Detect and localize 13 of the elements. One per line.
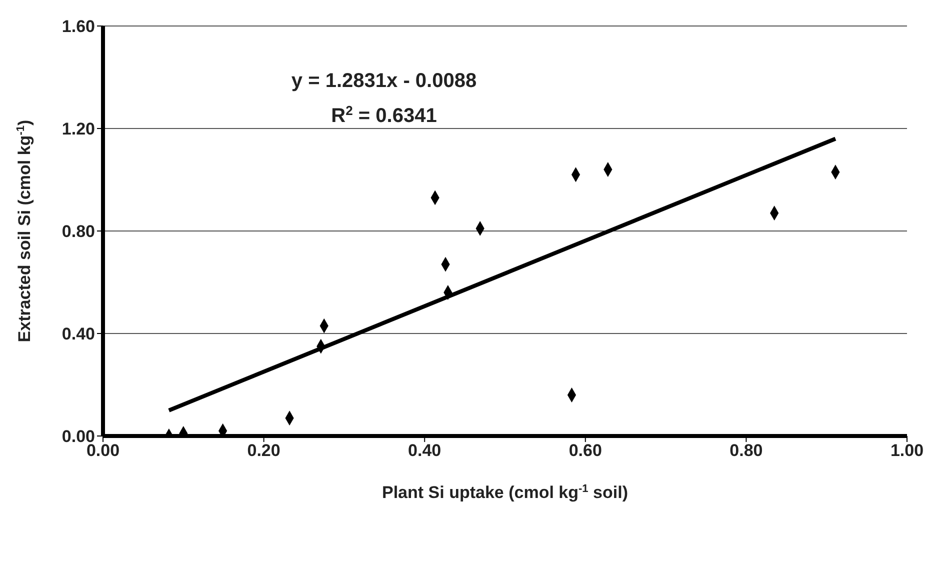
x-axis-title: Plant Si uptake (cmol kg$^{-1}$ soil) — [382, 483, 628, 502]
x-tick-label: 0.20 — [247, 441, 280, 460]
x-tick-label: 0.60 — [568, 441, 602, 460]
x-tick-label: 0.80 — [730, 441, 763, 460]
annotation: R$^{2}$ = 0.6341 — [331, 102, 437, 127]
x-tick-label: 0.40 — [408, 441, 442, 460]
y-tick-label: 1.60 — [62, 17, 95, 36]
x-tick-label: 0.00 — [86, 441, 120, 460]
x-tick-label: 1.00 — [890, 441, 924, 460]
y-tick-label: 1.20 — [62, 120, 95, 139]
annotation: y = 1.2831x - 0.0088 — [291, 70, 477, 92]
y-tick-label: 0.40 — [62, 324, 95, 344]
y-tick-label: 0.80 — [62, 222, 95, 242]
